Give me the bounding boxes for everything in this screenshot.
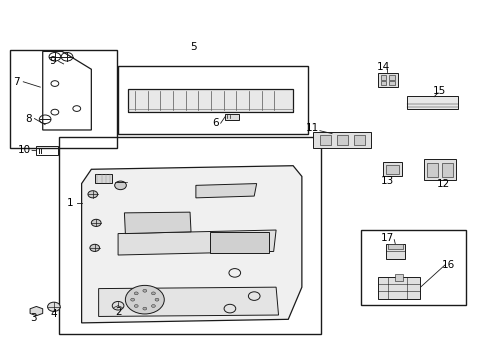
Circle shape [91, 219, 101, 226]
Bar [424, 159, 455, 180]
Text: 16: 16 [441, 260, 454, 270]
Bar [353, 135, 364, 145]
Bar [388, 81, 394, 85]
Bar [95, 174, 112, 183]
Circle shape [151, 305, 155, 307]
Bar [441, 163, 452, 177]
Text: 1: 1 [67, 198, 74, 208]
Text: 4: 4 [50, 309, 57, 319]
Polygon shape [124, 212, 191, 234]
Circle shape [47, 302, 60, 311]
Bar [388, 75, 394, 80]
Bar [427, 163, 437, 177]
Bar [10, 50, 117, 148]
Text: 11: 11 [305, 123, 319, 133]
Bar [377, 277, 419, 298]
Circle shape [88, 191, 98, 198]
Text: 13: 13 [380, 176, 393, 186]
Text: 5: 5 [190, 42, 196, 52]
Text: 12: 12 [436, 179, 449, 189]
Text: 9: 9 [49, 57, 56, 66]
Circle shape [142, 289, 146, 292]
Text: 3: 3 [30, 312, 36, 323]
Bar [336, 135, 347, 145]
Bar [382, 162, 401, 176]
Text: 7: 7 [13, 77, 19, 87]
Circle shape [115, 181, 126, 190]
Text: 14: 14 [376, 63, 389, 72]
Text: 8: 8 [25, 113, 31, 123]
Bar [385, 165, 398, 174]
Bar [377, 73, 397, 87]
Bar [361, 230, 465, 305]
Bar [127, 89, 292, 112]
Text: 10: 10 [18, 145, 31, 156]
Text: 15: 15 [431, 86, 445, 96]
Bar [385, 244, 404, 258]
Circle shape [125, 285, 164, 314]
Bar [380, 81, 386, 85]
Polygon shape [196, 184, 256, 198]
Circle shape [112, 301, 123, 310]
Bar [380, 75, 386, 80]
Bar [407, 96, 458, 109]
Bar [394, 274, 402, 281]
Bar [387, 244, 402, 249]
Bar [312, 132, 370, 148]
Bar [59, 137, 321, 334]
Circle shape [142, 307, 146, 310]
Bar [118, 66, 307, 134]
Circle shape [155, 298, 159, 301]
Bar [210, 232, 268, 253]
Circle shape [134, 292, 138, 295]
Circle shape [151, 292, 155, 295]
Circle shape [130, 298, 134, 301]
Polygon shape [118, 230, 276, 255]
Text: 6: 6 [212, 118, 218, 128]
Polygon shape [81, 166, 301, 323]
Bar [319, 135, 330, 145]
Circle shape [90, 244, 100, 251]
Bar [224, 113, 238, 120]
Text: 17: 17 [381, 233, 394, 243]
Circle shape [134, 305, 138, 307]
Bar [36, 146, 58, 155]
Text: 2: 2 [115, 307, 121, 317]
Polygon shape [30, 306, 42, 316]
Polygon shape [99, 287, 278, 316]
